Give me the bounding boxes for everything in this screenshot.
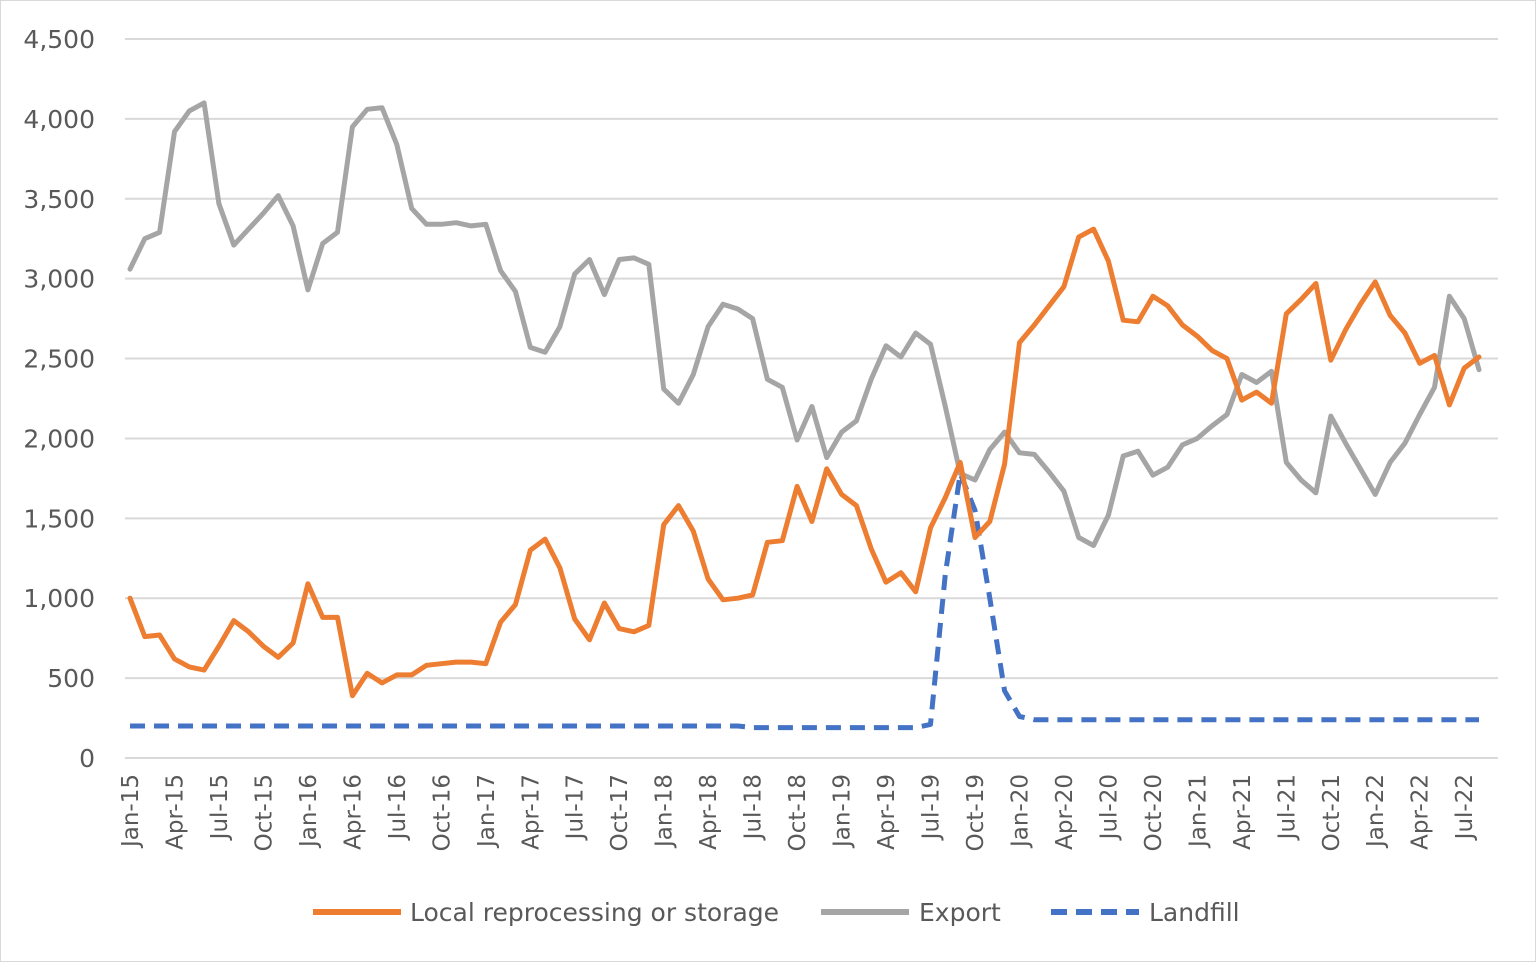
x-tick-label: Jul-16 [385,774,411,841]
x-tick-label: Apr-21 [1230,774,1256,850]
x-tick-label: Oct-19 [963,774,989,851]
x-tick-label: Apr-19 [874,774,900,850]
legend-item: Export [821,898,1001,927]
x-tick-label: Jul-22 [1452,774,1478,841]
x-tick-label: Oct-20 [1141,774,1167,851]
x-tick-label: Apr-17 [518,774,544,850]
y-tick-label: 2,500 [23,345,95,374]
x-tick-label: Oct-16 [429,774,455,851]
x-tick-label: Apr-22 [1408,774,1434,850]
y-tick-label: 3,500 [23,185,95,214]
y-tick-label: 500 [47,664,95,693]
x-tick-label: Jan-22 [1363,774,1389,849]
series-lines [127,100,1482,731]
x-tick-label: Jan-20 [1007,774,1033,849]
y-tick-label: 4,000 [23,105,95,134]
x-tick-label: Apr-20 [1052,774,1078,850]
x-tick-label: Jul-20 [1096,774,1122,841]
x-tick-label: Jan-16 [296,774,322,849]
legend-item: Local reprocessing or storage [313,898,779,927]
x-tick-label: Apr-15 [162,774,188,850]
legend: Local reprocessing or storage Export Landf… [313,898,1240,927]
x-tick-label: Jul-18 [741,774,767,841]
y-tick-label: 3,000 [23,265,95,294]
x-tick-label: Apr-16 [340,774,366,850]
y-tick-label: 2,000 [23,424,95,453]
y-tick-label: 1,500 [23,504,95,533]
x-tick-label: Jan-15 [118,774,144,849]
y-tick-label: 0 [79,744,95,773]
legend-label: Local reprocessing or storage [410,898,779,927]
y-axis-tick-labels: 0 500 1,000 1,500 2,000 2,500 3,000 3,500 4,000 4… [23,25,95,773]
series-line-local-reprocessing-or-storage [127,226,1482,699]
x-tick-label: Jul-17 [563,774,589,841]
x-tick-label: Jan-21 [1185,774,1211,849]
x-tick-label: Apr-18 [696,774,722,850]
legend-label: Export [919,898,1001,927]
x-tick-label: Oct-17 [607,774,633,851]
x-tick-label: Jul-19 [919,774,945,841]
series-line-export [127,100,1482,548]
gridlines [125,38,1498,759]
x-tick-label: Jul-15 [207,774,233,841]
x-tick-label: Jan-17 [474,774,500,849]
x-axis-tick-labels: Jan-15 Apr-15 Jul-15 Oct-15 Jan-16 Apr-16 Jul-… [118,774,1478,851]
series-line-landfill [130,471,1479,731]
x-tick-label: Jan-18 [652,774,678,849]
x-tick-label: Jan-19 [830,774,856,849]
legend-item: Landfill [1051,898,1240,927]
y-tick-label: 1,000 [23,584,95,613]
x-tick-label: Oct-18 [785,774,811,851]
x-tick-label: Oct-15 [251,774,277,851]
legend-label: Landfill [1149,898,1240,927]
x-tick-label: Oct-21 [1319,774,1345,851]
y-tick-label: 4,500 [23,25,95,54]
x-tick-label: Jul-21 [1274,774,1300,841]
